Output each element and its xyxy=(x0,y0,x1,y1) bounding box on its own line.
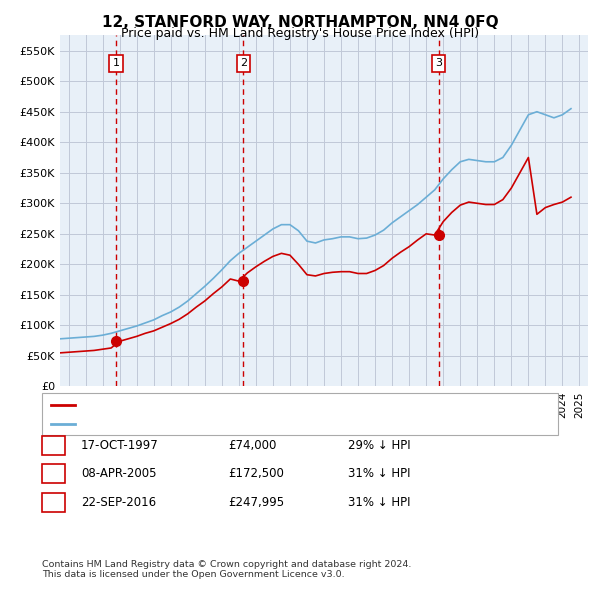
Text: 12, STANFORD WAY, NORTHAMPTON, NN4 0FQ (detached house): 12, STANFORD WAY, NORTHAMPTON, NN4 0FQ (… xyxy=(79,400,416,410)
Text: 2: 2 xyxy=(50,467,57,480)
Text: 1: 1 xyxy=(113,58,119,68)
Text: 3: 3 xyxy=(50,496,57,509)
Text: 1: 1 xyxy=(50,439,57,452)
Text: 12, STANFORD WAY, NORTHAMPTON, NN4 0FQ: 12, STANFORD WAY, NORTHAMPTON, NN4 0FQ xyxy=(101,15,499,30)
Text: 22-SEP-2016: 22-SEP-2016 xyxy=(81,496,156,509)
Text: 17-OCT-1997: 17-OCT-1997 xyxy=(81,439,159,452)
Text: £247,995: £247,995 xyxy=(228,496,284,509)
Text: Contains HM Land Registry data © Crown copyright and database right 2024.
This d: Contains HM Land Registry data © Crown c… xyxy=(42,560,412,579)
Text: £172,500: £172,500 xyxy=(228,467,284,480)
Text: 08-APR-2005: 08-APR-2005 xyxy=(81,467,157,480)
Text: £74,000: £74,000 xyxy=(228,439,277,452)
Text: Price paid vs. HM Land Registry's House Price Index (HPI): Price paid vs. HM Land Registry's House … xyxy=(121,27,479,40)
Text: 31% ↓ HPI: 31% ↓ HPI xyxy=(348,496,410,509)
Text: HPI: Average price, detached house, West Northamptonshire: HPI: Average price, detached house, West… xyxy=(79,418,396,428)
Text: 31% ↓ HPI: 31% ↓ HPI xyxy=(348,467,410,480)
Text: 2: 2 xyxy=(240,58,247,68)
Text: 3: 3 xyxy=(435,58,442,68)
Text: 29% ↓ HPI: 29% ↓ HPI xyxy=(348,439,410,452)
